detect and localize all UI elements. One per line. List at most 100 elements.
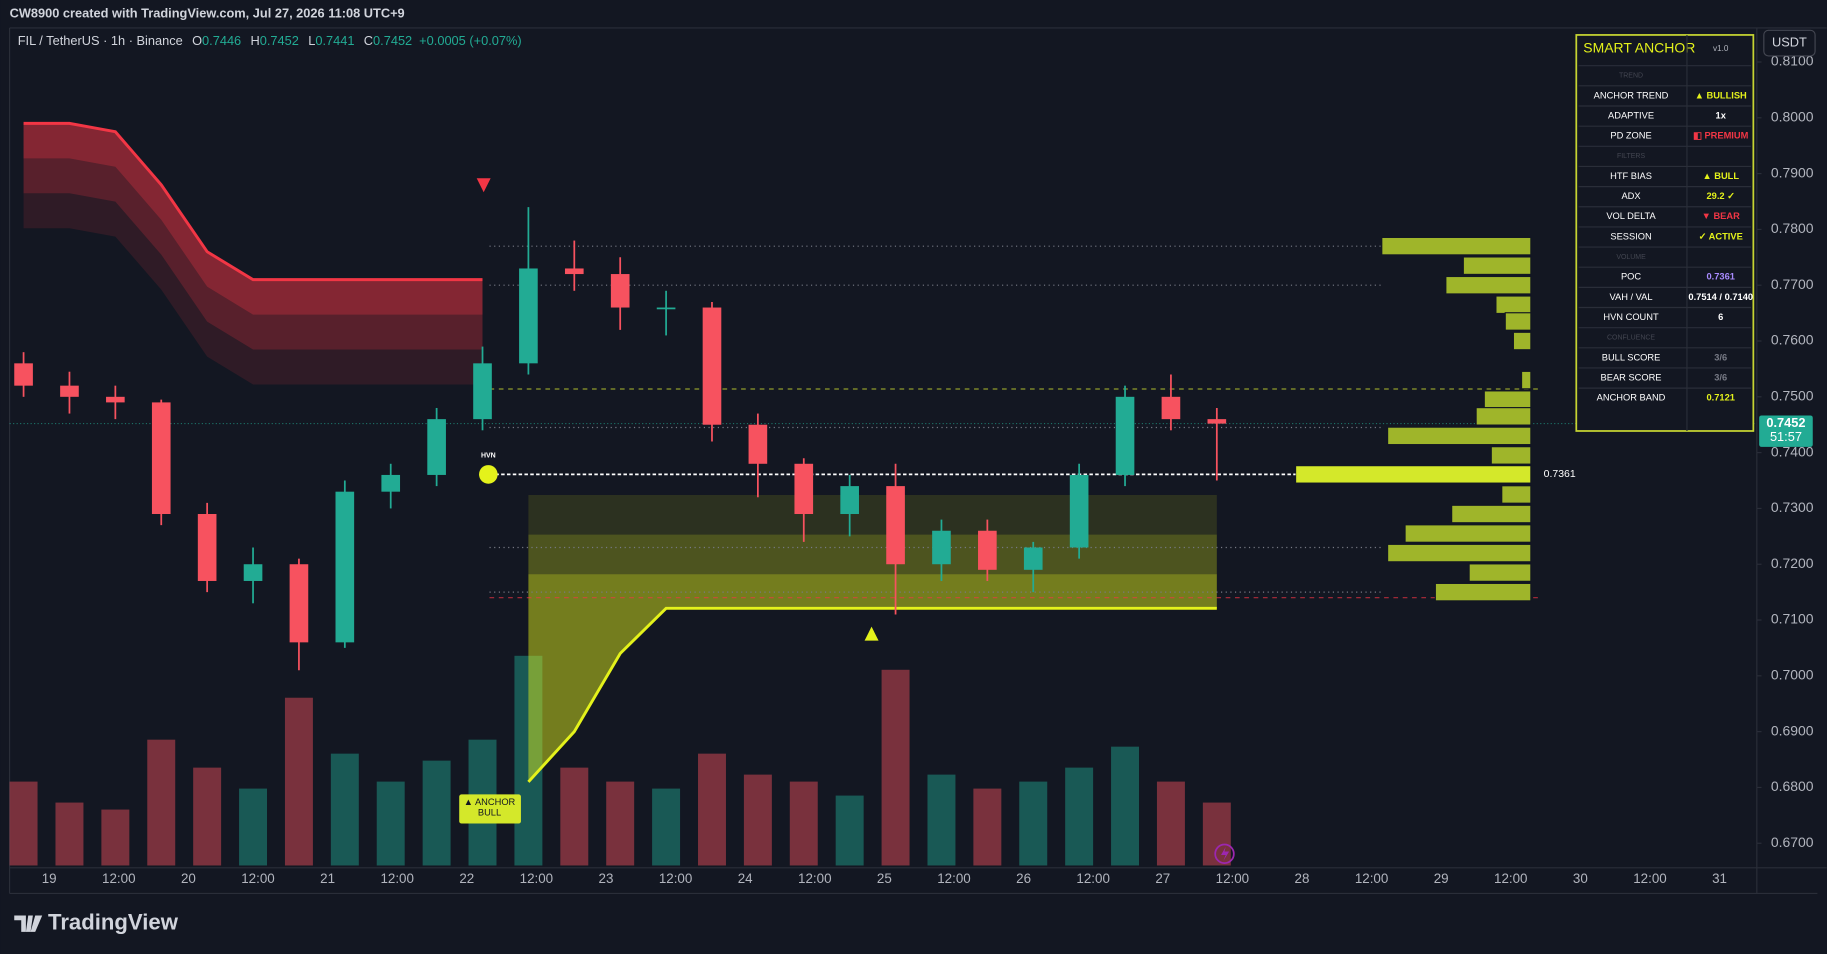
candle-body [702,307,722,425]
y-tick-label: 0.6800 [1771,778,1814,794]
candle-body [886,486,905,565]
profile-bar [1445,275,1532,295]
panel-value: 1x [1716,110,1727,120]
anchor-label: BULL [478,808,501,818]
x-tick-label: 19 [42,871,57,886]
panel-label: VAH / VAL [1610,292,1653,302]
alert-icon[interactable] [1214,843,1235,865]
profile-bar [1504,312,1532,331]
volume-bar [606,781,635,866]
volume-bar [330,753,359,866]
profile-bar [1462,256,1532,275]
volume-bar [147,739,176,866]
zone-fill [528,495,1217,782]
candle-body [473,363,492,420]
panel-label: ANCHOR BAND [1597,393,1666,403]
candle-body [427,419,446,475]
profile-bar [1434,582,1532,602]
volume-bar [1019,781,1048,866]
volume-bar [1156,781,1185,866]
zone-fill [528,534,1217,782]
lower-band [527,606,1217,783]
candle-body [1115,396,1135,475]
panel-label: VOL DELTA [1606,211,1656,221]
profile-bar [1404,524,1532,543]
panel-label: BULL SCORE [1602,352,1661,362]
candle-body [1069,474,1089,548]
volume-bar [376,781,405,866]
x-tick-label: 12:00 [1633,871,1666,886]
countdown: 51:57 [1770,429,1802,444]
panel-value: ✓ ACTIVE [1699,231,1743,241]
candle-body [978,530,997,570]
y-tick-label: 0.7100 [1771,611,1814,627]
ohlc-label: C [364,33,373,48]
panel-value: 0.7121 [1707,393,1735,403]
x-tick-label: 12:00 [380,871,413,886]
profile-bar [1468,563,1532,582]
panel-label: HVN COUNT [1603,312,1659,322]
profile-bar [1501,485,1532,504]
panel-value: ▼ BEAR [1702,211,1740,221]
candle-body [1161,396,1181,420]
upper-band [23,121,483,282]
currency-button[interactable] [1763,29,1816,57]
panel-label: SESSION [1610,231,1651,241]
candle-body [289,564,309,643]
volume-bar [973,788,1002,866]
profile-bar [1451,504,1532,524]
x-tick-label: 12:00 [520,871,553,886]
candle-body [610,274,630,308]
ohlc-label: L [308,33,315,48]
volume-bar [835,795,864,866]
ohlc-value: 0.7441 [315,33,354,48]
candle-body [381,474,401,492]
x-tick-label: 30 [1573,871,1588,886]
currency: USDT [1772,34,1807,49]
volume-bar [743,774,772,866]
profile-bar [1520,370,1532,390]
panel-label: ANCHOR TREND [1594,90,1669,100]
profile-bar [1512,331,1532,351]
x-tick-label: 31 [1712,871,1727,886]
ohlc-value: 0.7452 [260,33,299,48]
candle-body [335,491,355,643]
candle-body [656,307,676,310]
y-tick-label: 0.7800 [1771,220,1814,236]
panel-value: 0.7361 [1707,272,1735,282]
x-tick-label: 12:00 [1076,871,1109,886]
profile-bar [1294,465,1532,484]
zone-fill [528,574,1217,782]
panel-section: CONFLUENCE [1607,335,1655,342]
poc-label: 0.7361 [1544,469,1576,480]
ohlc-label: H [251,33,260,48]
panel [1575,34,1755,432]
x-tick-label: 23 [599,871,614,886]
panel-value: ▲ BULLISH [1695,90,1747,100]
symbol: FIL / TetherUS · 1h · Binance [18,33,183,48]
x-tick-label: 12:00 [102,871,135,886]
profile-bar [1387,543,1532,563]
hvn-dot [479,465,498,484]
ohlc-value: 0.7446 [202,33,241,48]
panel-label: ADAPTIVE [1608,110,1654,120]
panel-label: POC [1621,272,1641,282]
candle-body [840,486,859,515]
volume-bar [284,697,313,866]
candle-body [151,402,171,515]
candle-body [1207,419,1227,424]
candle-body [519,268,538,364]
candle-body [197,514,217,581]
volume-bar [789,781,818,866]
price-tag [1759,415,1813,447]
volume-bar [881,669,910,866]
panel-value: 3/6 [1714,372,1727,382]
y-tick-label: 0.8000 [1771,108,1814,124]
x-tick-label: 26 [1016,871,1031,886]
y-tick-label: 0.7400 [1771,443,1814,459]
x-tick-label: 12:00 [1216,871,1249,886]
volume-bar [560,767,589,866]
volume-bar [193,767,222,866]
x-tick-label: 27 [1155,871,1170,886]
y-tick-label: 0.6700 [1771,834,1814,850]
